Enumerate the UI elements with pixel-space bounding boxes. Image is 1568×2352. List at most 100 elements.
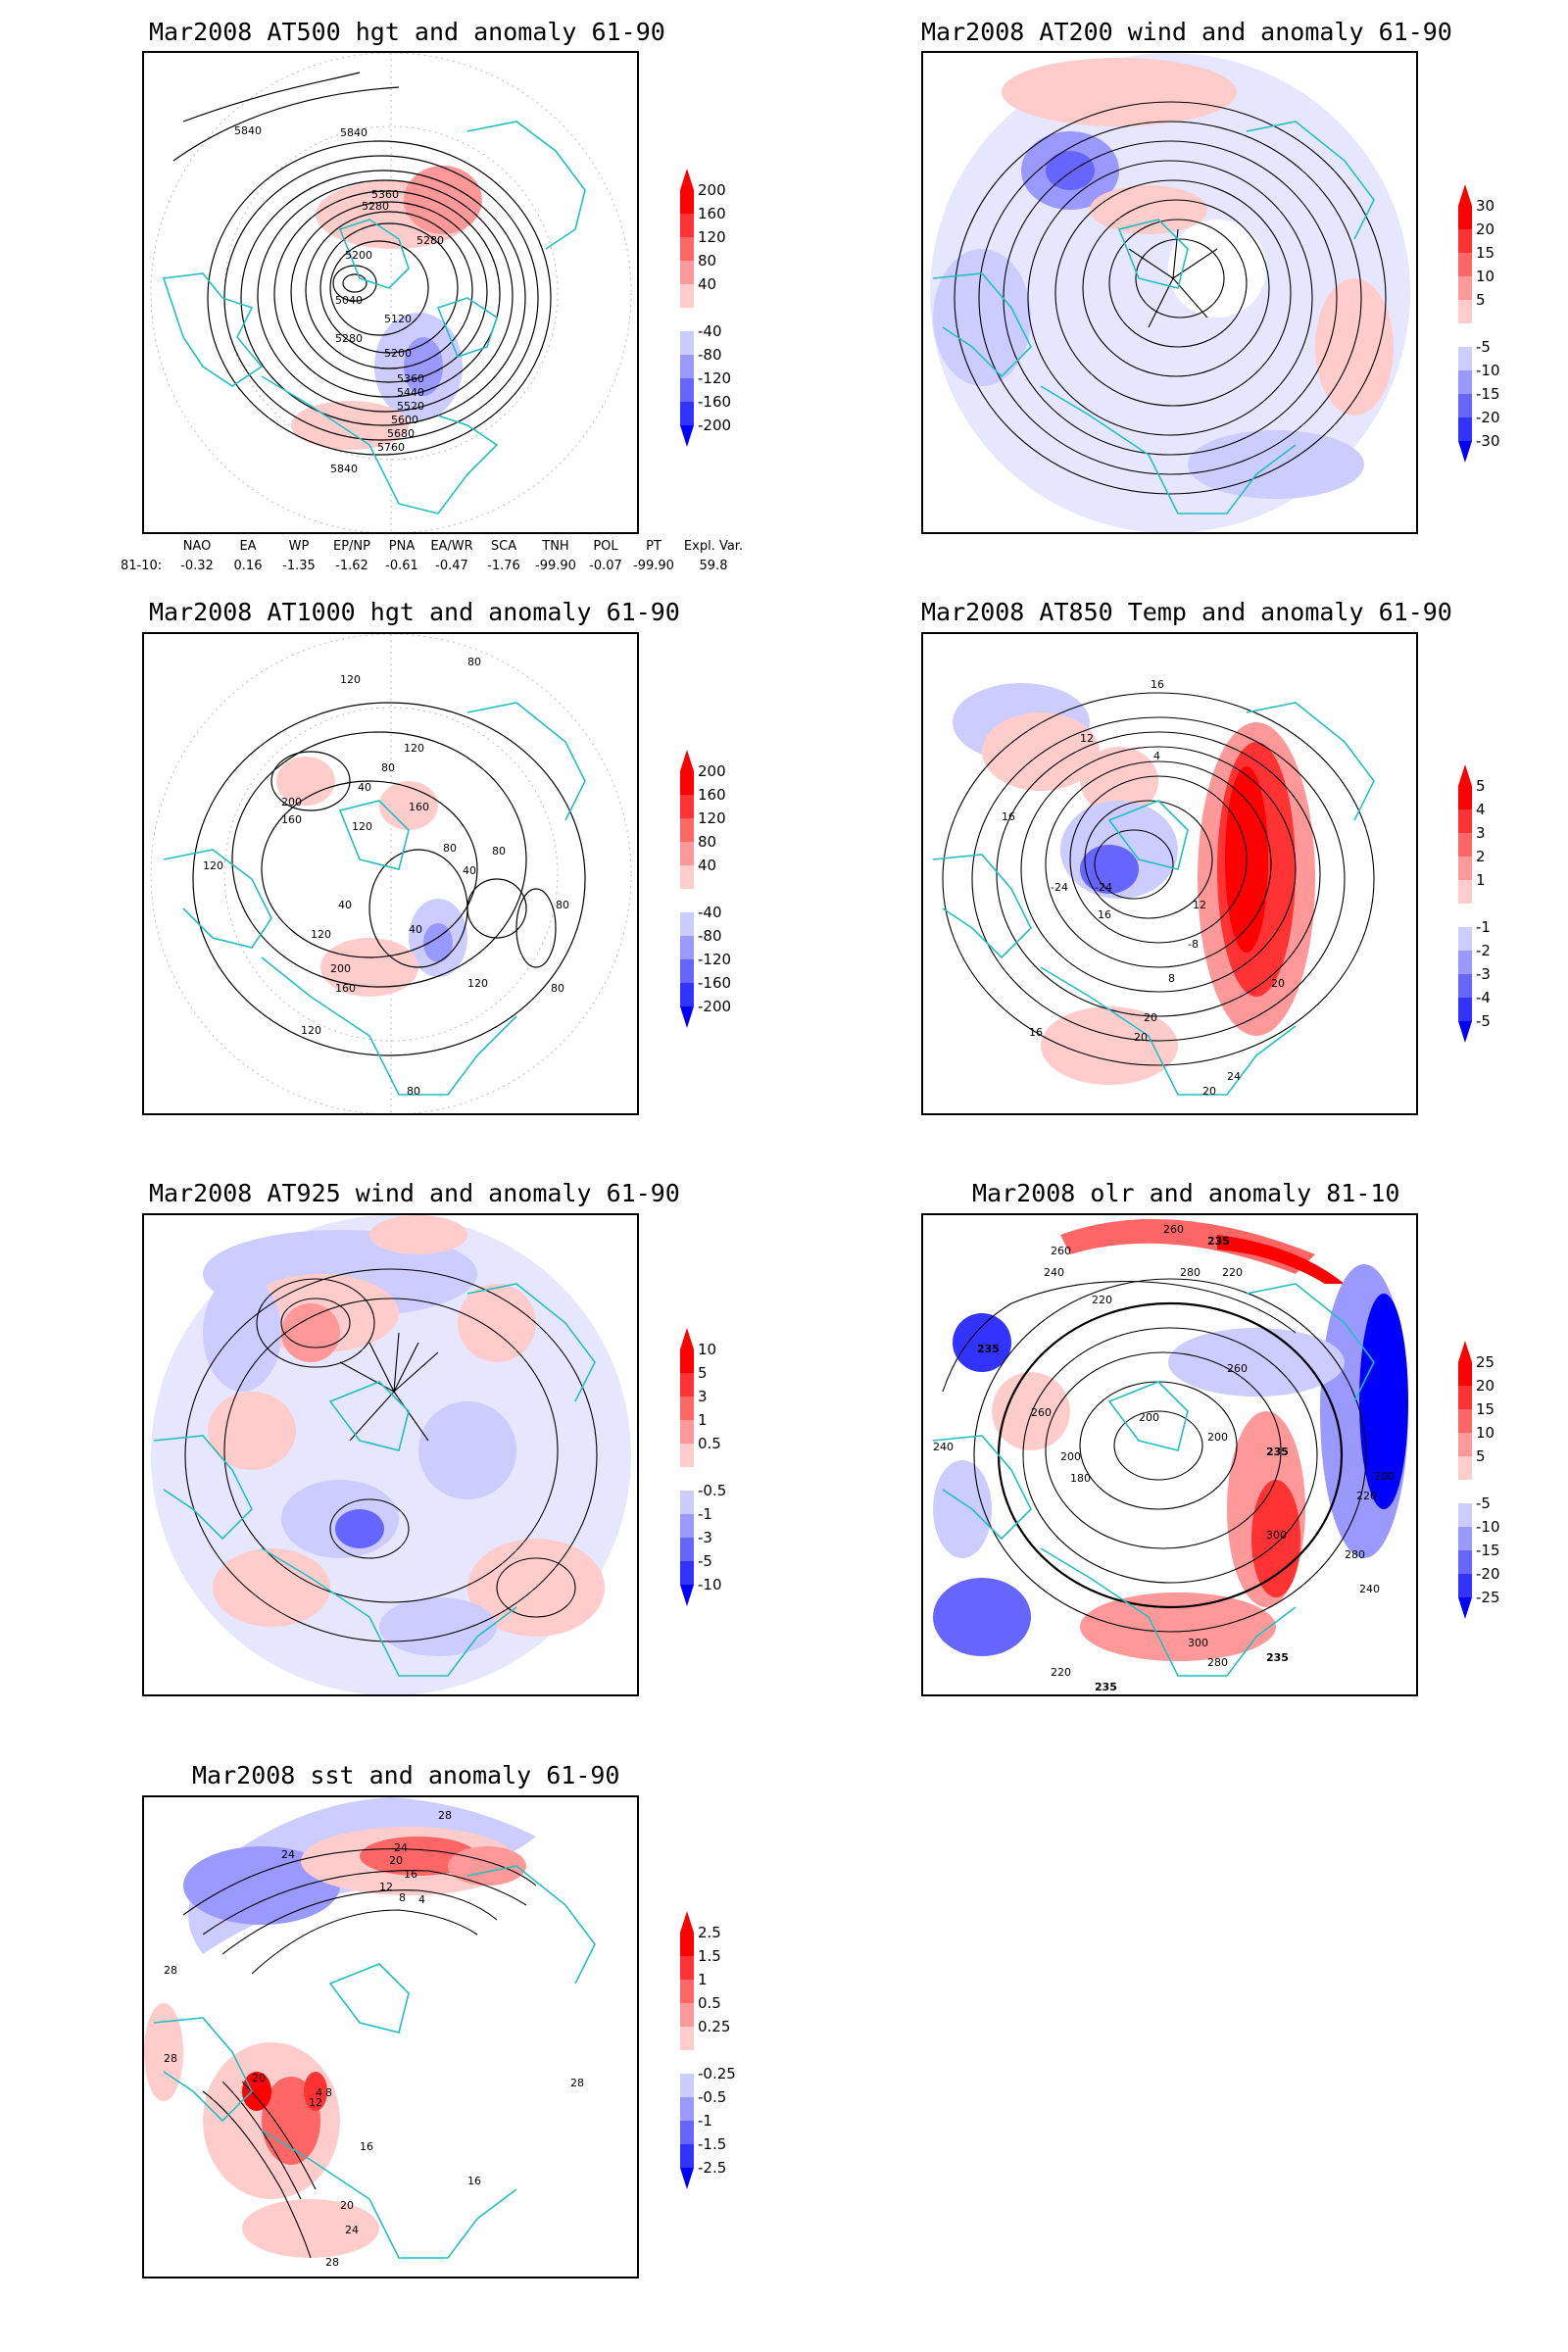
colorbar-label: 25 [1476, 1353, 1494, 1371]
contour-label: 160 [281, 813, 302, 826]
contour-label: -24 [1051, 881, 1068, 894]
panel-title-1000hgt: Mar2008 AT1000 hgt and anomaly 61-90 [149, 598, 680, 626]
contour-label: 80 [407, 1085, 420, 1098]
contour-label: 160 [409, 801, 429, 813]
colorbar-label: -4 [1476, 989, 1491, 1006]
contour-label: 40 [358, 781, 371, 794]
colorbar-label: -200 [698, 998, 731, 1015]
contour-label: 235 [1266, 1651, 1289, 1664]
tele-row-label: 81-10: [121, 559, 163, 573]
tele-header: Expl. Var. [683, 539, 744, 554]
tele-value: 59.8 [699, 559, 728, 573]
contour-label: 12 [1193, 899, 1206, 911]
panel-title-olr: Mar2008 olr and anomaly 81-10 [972, 1179, 1400, 1207]
contour-label: 4 [1153, 750, 1160, 762]
colorbar-label: -5 [1476, 338, 1491, 356]
polar-map-olr: 260 260 235 240 280 220 220 235 260 200 … [930, 1215, 1410, 1694]
colorbar-label: -15 [1476, 385, 1500, 403]
colorbar-label: 2 [1476, 848, 1486, 865]
colorbar-1000hgt: 200 160 120 80 40 -40 -80 -120 -160 -200 [680, 750, 731, 1028]
contour-label: 20 [1271, 977, 1285, 990]
polar-map-500hgt: 5840 5840 5360 5280 5280 5200 5040 5120 … [150, 53, 632, 532]
colorbar-label: -5 [1476, 1012, 1491, 1030]
colorbar-500hgt: 200 160 120 80 40 -40 -80 -120 -160 -200 [680, 169, 731, 447]
contour-label: 260 [1031, 1406, 1052, 1419]
contour-label: 80 [467, 656, 481, 668]
map-850temp: 16 12 4 16 -24 -24 16 12 -8 8 20 20 16 2… [921, 632, 1418, 1115]
colorbar-label: -0.5 [698, 2088, 726, 2106]
contour-label: 24 [1227, 1070, 1241, 1083]
colorbar-label: 10 [1476, 1424, 1494, 1442]
contour-label: 5760 [377, 441, 405, 454]
colorbar-label: 1.5 [698, 1947, 721, 1965]
contour-label: 20 [340, 2199, 354, 2212]
contour-label: 120 [404, 742, 424, 755]
tele-header: POL [593, 539, 618, 554]
polar-map-sst: 28 24 24 20 16 12 8 4 28 28 20 12 8 4 16… [144, 1797, 631, 2277]
contour-label: 5360 [397, 372, 424, 385]
panel-title-sst: Mar2008 sst and anomaly 61-90 [192, 1761, 620, 1789]
contour-label: 28 [325, 2256, 339, 2269]
contour-label: 8 [399, 1891, 406, 1904]
colorbar-label: -20 [1476, 1565, 1500, 1583]
colorbar-label: 1 [698, 1971, 708, 1988]
tele-value: 0.16 [233, 559, 263, 573]
contour-label: 5840 [330, 463, 358, 475]
colorbar-label: 1 [698, 1411, 708, 1429]
contour-label: 5600 [391, 414, 418, 426]
contour-label: 5040 [335, 294, 363, 307]
tele-header: SCA [490, 539, 517, 554]
colorbar-label: 200 [698, 181, 726, 199]
contour-label: 235 [1207, 1235, 1230, 1248]
colorbar-label: -80 [698, 346, 722, 364]
colorbar-label: -15 [1476, 1542, 1500, 1559]
colorbar-label: -40 [698, 322, 722, 340]
polar-map-200wind [930, 53, 1410, 532]
colorbar-label: -10 [698, 1576, 722, 1593]
contour-label: 12 [379, 1881, 393, 1893]
tele-header: WP [288, 539, 310, 554]
contour-labels-850temp: 16 12 4 16 -24 -24 16 12 -8 8 20 20 16 2… [1002, 678, 1285, 1098]
colorbar-label: -120 [698, 369, 731, 387]
colorbar-label: -1 [698, 2112, 712, 2130]
colorbar-label: -0.25 [698, 2065, 736, 2082]
colorbar-label: 40 [698, 275, 716, 293]
contour-label: 120 [352, 820, 372, 833]
contour-label: 28 [438, 1809, 452, 1822]
tele-value: -1.76 [487, 559, 520, 573]
contour-label: 300 [1188, 1637, 1208, 1649]
contour-label: 16 [1151, 678, 1164, 691]
contour-label: 4 [418, 1893, 425, 1906]
contour-label: 16 [360, 2140, 373, 2153]
colorbar-label: 15 [1476, 244, 1494, 262]
contour-label: 5520 [397, 400, 424, 413]
colorbar-swatches [680, 750, 694, 1028]
panel-title-500hgt: Mar2008 AT500 hgt and anomaly 61-90 [149, 18, 665, 46]
contour-label: 12 [1080, 732, 1094, 745]
colorbar-label: 4 [1476, 801, 1486, 818]
contour-label: 235 [1266, 1446, 1289, 1458]
colorbar-label: 3 [698, 1388, 708, 1405]
contour-label: 20 [252, 2072, 266, 2084]
colorbar-label: -10 [1476, 362, 1500, 379]
contour-label: 80 [556, 899, 569, 911]
colorbar-label: 3 [1476, 824, 1486, 842]
contour-label: 5280 [362, 200, 389, 213]
colorbar-label: 0.5 [698, 1435, 721, 1452]
contour-label: 240 [1359, 1583, 1380, 1595]
contour-label: 12 [309, 2096, 322, 2109]
polar-map-850temp: 16 12 4 16 -24 -24 16 12 -8 8 20 20 16 2… [930, 634, 1410, 1113]
colorbar-label: -80 [698, 927, 722, 945]
contour-label: 240 [1044, 1266, 1064, 1279]
colorbar-label: -25 [1476, 1589, 1500, 1606]
colorbar-label: 5 [1476, 777, 1486, 795]
colorbar-swatches [680, 1328, 694, 1606]
colorbar-label: 1 [1476, 871, 1486, 889]
colorbar-label: -10 [1476, 1518, 1500, 1536]
colorbar-label: 20 [1476, 220, 1494, 238]
contour-label: 16 [1098, 908, 1111, 921]
map-olr: 260 260 235 240 280 220 220 235 260 200 … [921, 1213, 1418, 1696]
colorbar-850temp: 5 4 3 2 1 -1 -2 -3 -4 -5 [1458, 764, 1491, 1043]
colorbar-label: -3 [698, 1529, 712, 1546]
colorbar-label: -30 [1476, 432, 1500, 450]
